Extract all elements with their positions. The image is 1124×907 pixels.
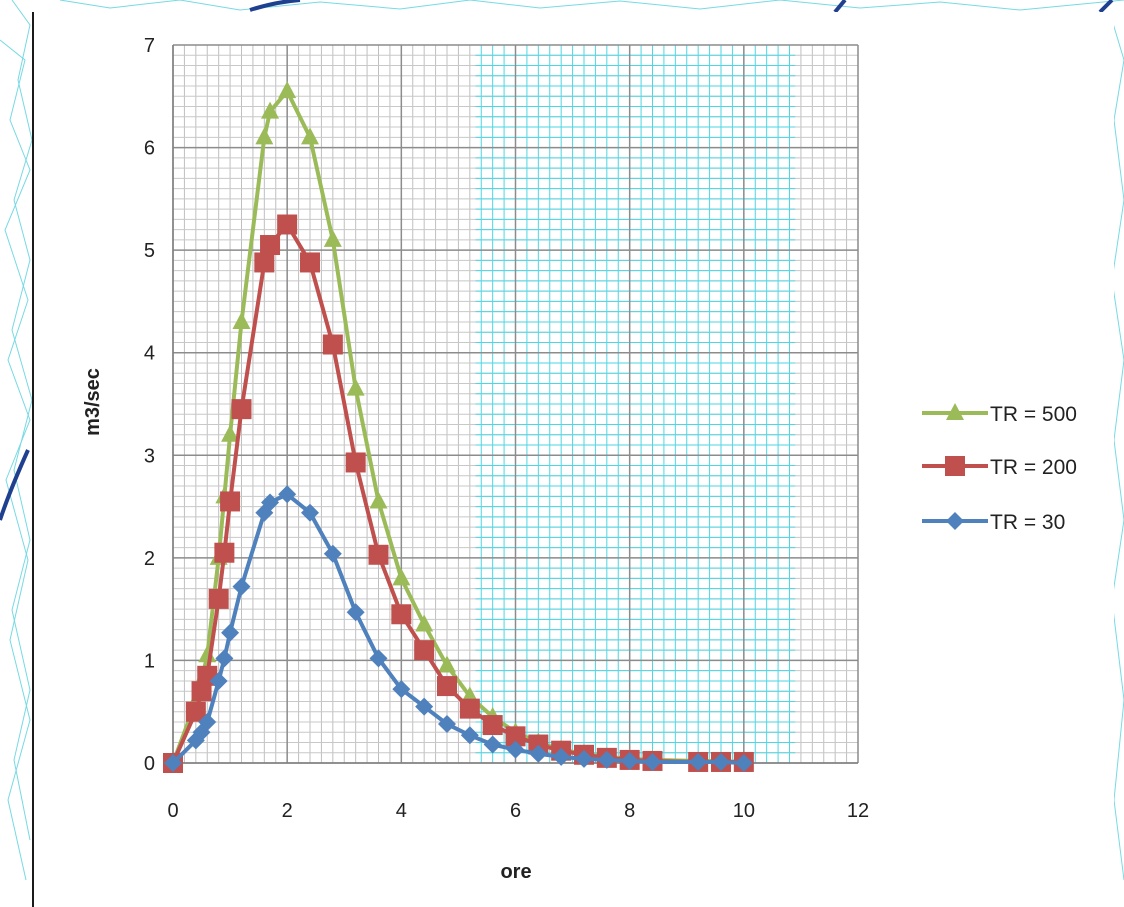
- data-point-triangle: [221, 424, 240, 442]
- data-point-diamond: [552, 747, 571, 766]
- data-point-diamond: [438, 715, 456, 734]
- data-point-square: [345, 452, 366, 473]
- data-point-triangle: [438, 655, 456, 673]
- data-point-diamond: [643, 752, 662, 771]
- gridlines: [172, 44, 859, 764]
- x-tick-label: 8: [624, 800, 635, 822]
- data-point-triangle: [946, 403, 964, 420]
- legend: TR = 500 TR = 200 TR = 30: [922, 403, 1077, 534]
- y-tick-label: 5: [144, 240, 155, 262]
- data-point-square: [505, 726, 526, 747]
- data-point-diamond: [209, 671, 228, 690]
- x-tick-label: 6: [510, 800, 521, 822]
- x-tick-label: 10: [733, 800, 755, 822]
- data-point-diamond: [261, 493, 280, 512]
- data-point-diamond: [198, 712, 217, 731]
- x-axis-title: ore: [500, 861, 531, 883]
- data-point-square: [322, 334, 343, 355]
- legend-label: TR = 30: [990, 511, 1065, 534]
- data-point-triangle: [278, 81, 297, 99]
- data-point-square: [191, 681, 212, 702]
- data-point-diamond: [221, 623, 240, 642]
- data-point-square: [482, 715, 503, 736]
- data-point-triangle: [198, 645, 217, 663]
- data-point-diamond: [392, 680, 411, 699]
- legend-item: TR = 200: [922, 456, 1077, 479]
- legend-label: TR = 200: [990, 456, 1077, 479]
- data-point-square: [254, 252, 275, 273]
- series-2: [163, 214, 754, 773]
- data-point-triangle: [323, 229, 342, 247]
- data-point-triangle: [261, 101, 280, 119]
- y-tick-label: 7: [144, 35, 155, 57]
- data-point-diamond: [483, 735, 502, 754]
- data-point-square: [414, 640, 435, 661]
- data-point-diamond: [369, 649, 388, 668]
- data-point-square: [220, 491, 241, 512]
- data-point-diamond: [506, 740, 525, 759]
- data-point-diamond: [689, 752, 708, 771]
- data-point-diamond: [164, 754, 182, 772]
- data-point-diamond: [620, 751, 639, 770]
- data-point-square: [231, 399, 252, 420]
- data-point-square: [260, 235, 281, 256]
- y-tick-label: 3: [144, 445, 155, 467]
- data-point-diamond: [597, 750, 616, 769]
- data-point-diamond: [734, 754, 753, 772]
- data-point-diamond: [346, 603, 365, 622]
- data-point-diamond: [712, 752, 730, 771]
- data-point-diamond: [232, 577, 251, 596]
- data-point-triangle: [392, 568, 411, 586]
- data-point-diamond: [415, 697, 434, 716]
- series-3: [164, 485, 753, 772]
- data-point-diamond: [301, 503, 319, 522]
- data-point-diamond: [278, 485, 297, 504]
- data-point-triangle: [415, 614, 434, 632]
- data-point-square: [437, 676, 457, 697]
- data-point-triangle: [255, 127, 274, 145]
- data-point-triangle: [346, 378, 365, 396]
- legend-label: TR = 500: [990, 403, 1077, 426]
- data-point-diamond: [575, 749, 593, 768]
- x-tick-label: 12: [847, 800, 869, 822]
- y-axis-title: m3/sec: [82, 368, 104, 436]
- legend-item: TR = 30: [922, 511, 1065, 534]
- data-point-square: [528, 734, 549, 755]
- y-tick-label: 2: [144, 548, 155, 570]
- y-tick-label: 4: [144, 343, 155, 365]
- data-point-triangle: [301, 127, 319, 145]
- data-point-square: [208, 588, 229, 609]
- data-point-square: [300, 252, 320, 273]
- data-point-diamond: [460, 726, 479, 745]
- data-point-square: [214, 542, 235, 563]
- y-tick-label: 0: [144, 753, 155, 775]
- x-tick-label: 2: [282, 800, 293, 822]
- legend-item: TR = 500: [922, 403, 1077, 426]
- data-point-diamond: [215, 649, 234, 668]
- data-point-diamond: [946, 512, 964, 530]
- data-point-square: [277, 214, 298, 235]
- data-point-square: [945, 456, 965, 476]
- series-group: [163, 81, 754, 773]
- data-point-square: [368, 544, 389, 565]
- y-tick-label: 1: [144, 650, 155, 672]
- x-tick-label: 4: [396, 800, 407, 822]
- data-point-square: [185, 701, 206, 722]
- x-tick-label: 0: [167, 800, 178, 822]
- data-point-triangle: [369, 491, 388, 509]
- data-point-triangle: [232, 311, 251, 329]
- data-point-diamond: [323, 544, 342, 563]
- y-tick-label: 6: [144, 138, 155, 160]
- data-point-square: [391, 604, 412, 625]
- data-point-square: [459, 698, 480, 719]
- data-point-diamond: [529, 744, 548, 763]
